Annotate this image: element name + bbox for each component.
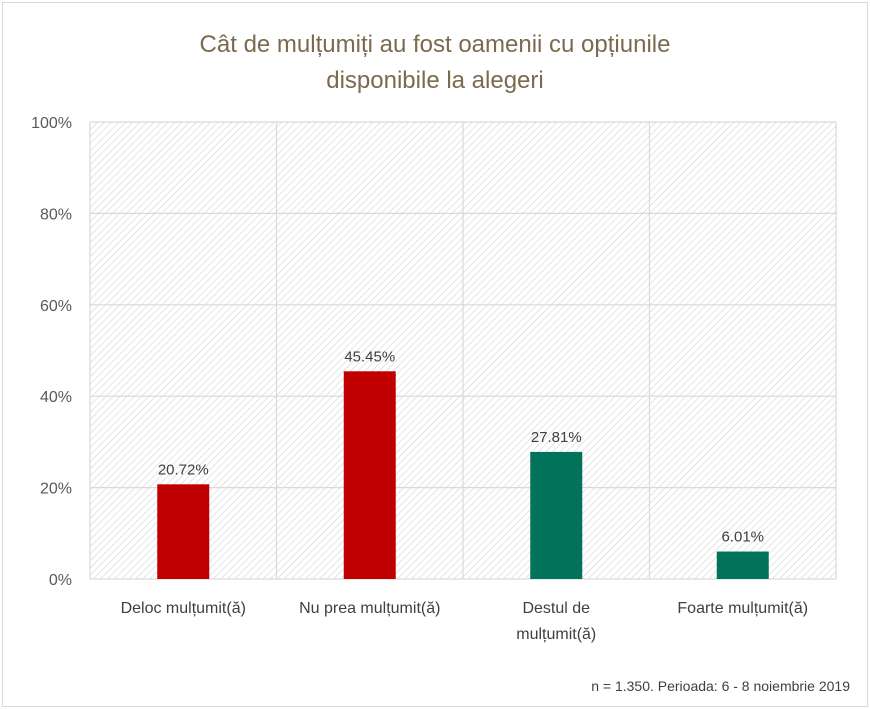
chart-title-line-2: disponibile la alegeri [326,67,543,94]
bar [716,551,769,579]
category-label: Deloc mulțumit(ă) [121,600,246,617]
data-label: 27.81% [531,429,582,446]
bar [530,451,583,579]
category-label: Foarte mulțumit(ă) [677,600,808,617]
y-tick-label: 80% [40,206,72,223]
category-label: mulțumit(ă) [516,626,596,643]
y-tick-label: 40% [40,389,72,406]
sample-note: n = 1.350. Perioada: 6 - 8 noiembrie 201… [591,678,850,694]
data-label: 20.72% [158,461,209,478]
y-tick-label: 100% [31,115,72,132]
bar [343,371,396,579]
category-label: Nu prea mulțumit(ă) [299,600,440,617]
chart-title-line-1: Cât de mulțumiți au fost oamenii cu opți… [200,31,671,58]
y-tick-label: 60% [40,298,72,315]
y-tick-label: 0% [49,572,72,589]
data-label: 45.45% [344,348,395,365]
y-tick-label: 20% [40,481,72,498]
bar [157,484,210,579]
data-label: 6.01% [721,529,764,546]
category-label: Destul de [522,600,590,617]
